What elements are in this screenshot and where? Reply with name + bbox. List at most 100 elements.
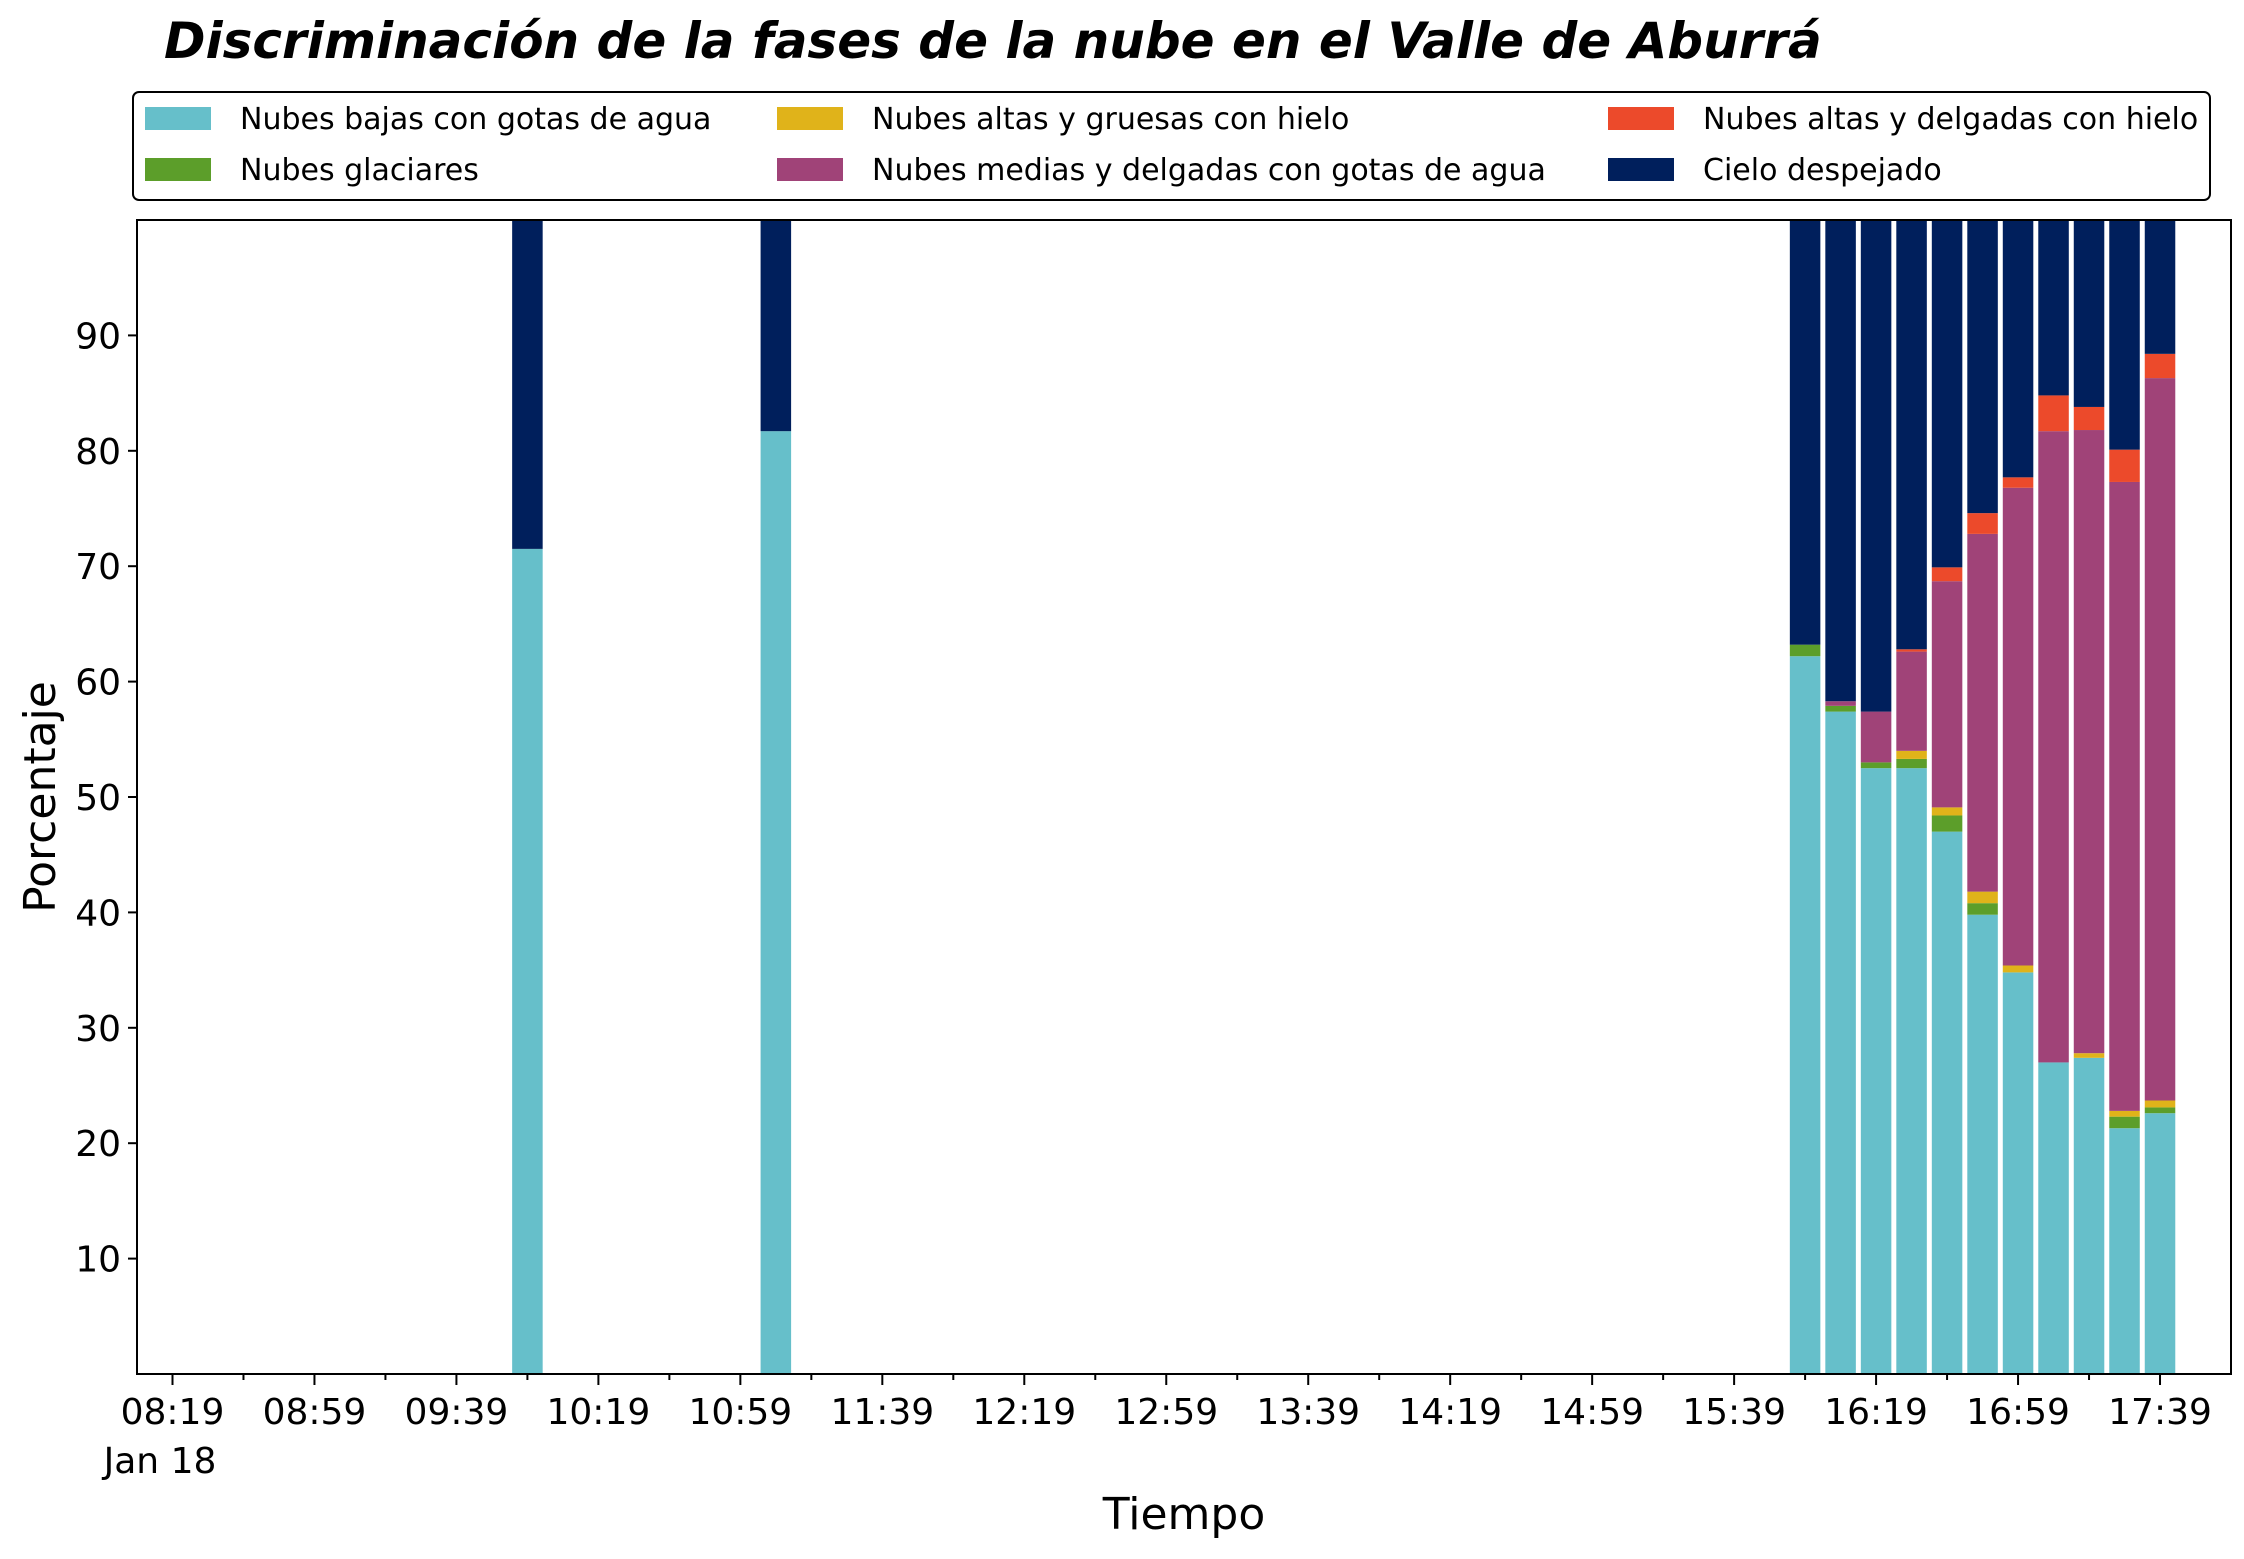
bar-segment: [2144, 1113, 2176, 1374]
bar-segment: [2144, 353, 2176, 379]
bar-segment: [2144, 220, 2176, 354]
chart-title: Discriminación de la fases de la nube en…: [164, 12, 1822, 70]
bar-segment: [2109, 1110, 2140, 1117]
bar-segment: [2002, 965, 2034, 973]
bar-segment: [2109, 1116, 2140, 1129]
bar-segment: [512, 548, 543, 1374]
x-tick-label: 10:19: [547, 1392, 651, 1433]
y-axis: 10 20 30 40 50 60 70 80 90: [75, 316, 137, 1281]
y-tick-label: 20: [75, 1124, 121, 1165]
y-tick-label: 30: [75, 1009, 121, 1050]
y-tick-label: 90: [75, 316, 121, 357]
bar-segment: [1789, 644, 1821, 657]
bar-segment: [1896, 758, 1927, 769]
bar-segment: [1825, 705, 1856, 712]
bar-segment: [2002, 477, 2034, 488]
bar-segment: [1967, 220, 1998, 514]
bar-segment: [1931, 220, 1963, 568]
bar-segment: [2002, 220, 2034, 478]
bar-segment: [1967, 903, 1998, 915]
x-tick-label: 09:39: [405, 1392, 509, 1433]
legend: Nubes bajas con gotas de agua Nubes glaci…: [145, 102, 2198, 188]
bar-segment: [760, 431, 792, 1374]
bar-segment: [760, 220, 792, 432]
legend-label: Nubes medias y delgadas con gotas de agu…: [872, 153, 1546, 188]
x-tick-label: 12:59: [1114, 1392, 1218, 1433]
bar-segment: [1931, 567, 1963, 582]
bar-segment: [2109, 449, 2140, 482]
bar-segment: [2038, 1062, 2069, 1374]
legend-swatch: [145, 158, 211, 181]
bar-segment: [2144, 1107, 2176, 1114]
x-tick-label: 12:19: [972, 1392, 1076, 1433]
bar-segment: [2073, 1053, 2105, 1058]
bar-segment: [1896, 220, 1927, 650]
x-tick-label: 13:39: [1256, 1392, 1360, 1433]
bar-segment: [512, 220, 543, 549]
legend-swatch: [145, 107, 211, 130]
bar-segment: [2073, 406, 2105, 431]
legend-label: Nubes glaciares: [240, 153, 479, 188]
bar-segment: [2073, 1057, 2105, 1374]
bar-segment: [2144, 1100, 2176, 1108]
x-tick-label: 08:19: [121, 1392, 225, 1433]
legend-swatch: [777, 107, 843, 130]
x-tick-label: 17:39: [2108, 1392, 2212, 1433]
bar-segment: [2038, 220, 2069, 396]
bar-segment: [1967, 891, 1998, 904]
legend-label: Cielo despejado: [1703, 153, 1942, 188]
bar-segment: [2038, 395, 2069, 432]
bar-segment: [2073, 430, 2105, 1054]
x-tick-label: 08:59: [263, 1392, 367, 1433]
bar-segment: [2073, 220, 2105, 407]
y-axis-label: Porcentaje: [15, 681, 66, 913]
bar-segment: [1896, 768, 1927, 1374]
bar-segment: [1825, 220, 1856, 702]
bar-segment: [1860, 768, 1892, 1374]
legend-swatch: [777, 158, 843, 181]
bars-layer: [512, 220, 2176, 1374]
bar-segment: [1931, 807, 1963, 816]
bar-segment: [1967, 513, 1998, 534]
legend-label: Nubes altas y gruesas con hielo: [872, 102, 1349, 137]
y-tick-label: 60: [75, 663, 121, 704]
bar-segment: [1860, 762, 1892, 769]
bar-segment: [1825, 711, 1856, 1374]
bar-segment: [1825, 701, 1856, 706]
bar-segment: [1860, 711, 1892, 763]
y-tick-label: 50: [75, 778, 121, 819]
x-tick-label: 11:39: [830, 1392, 934, 1433]
bar-segment: [1789, 220, 1821, 645]
x-axis-label: Tiempo: [1102, 1489, 1266, 1540]
x-tick-label: 14:59: [1540, 1392, 1644, 1433]
bar-segment: [2109, 481, 2140, 1111]
x-tick-label: 16:59: [1966, 1392, 2070, 1433]
legend-swatch: [1608, 107, 1674, 130]
bar-segment: [1967, 914, 1998, 1374]
legend-swatch: [1608, 158, 1674, 181]
bar-segment: [1896, 651, 1927, 751]
legend-box: [132, 91, 2211, 201]
x-tick-label: 16:19: [1824, 1392, 1928, 1433]
x-tick-label: 15:39: [1682, 1392, 1786, 1433]
x-axis: 08:19 08:59 09:39 10:19 10:59 11:39 12:19 12:59…: [121, 1374, 2212, 1433]
bar-segment: [2144, 378, 2176, 1101]
y-tick-label: 80: [75, 432, 121, 473]
bar-segment: [2109, 220, 2140, 450]
bar-segment: [1931, 581, 1963, 808]
bar-segment: [2002, 487, 2034, 966]
bar-segment: [1931, 831, 1963, 1374]
y-tick-label: 10: [75, 1240, 121, 1281]
legend-label: Nubes altas y delgadas con hielo: [1703, 102, 2198, 137]
bar-segment: [1896, 649, 1927, 652]
x-tick-label: 10:59: [688, 1392, 792, 1433]
bar-segment: [2002, 972, 2034, 1374]
x-date-label: Jan 18: [102, 1441, 217, 1482]
bar-segment: [2109, 1128, 2140, 1374]
bar-segment: [1789, 656, 1821, 1374]
y-tick-label: 70: [75, 547, 121, 588]
y-tick-label: 40: [75, 893, 121, 934]
bar-segment: [2038, 431, 2069, 1063]
bar-segment: [1967, 533, 1998, 892]
